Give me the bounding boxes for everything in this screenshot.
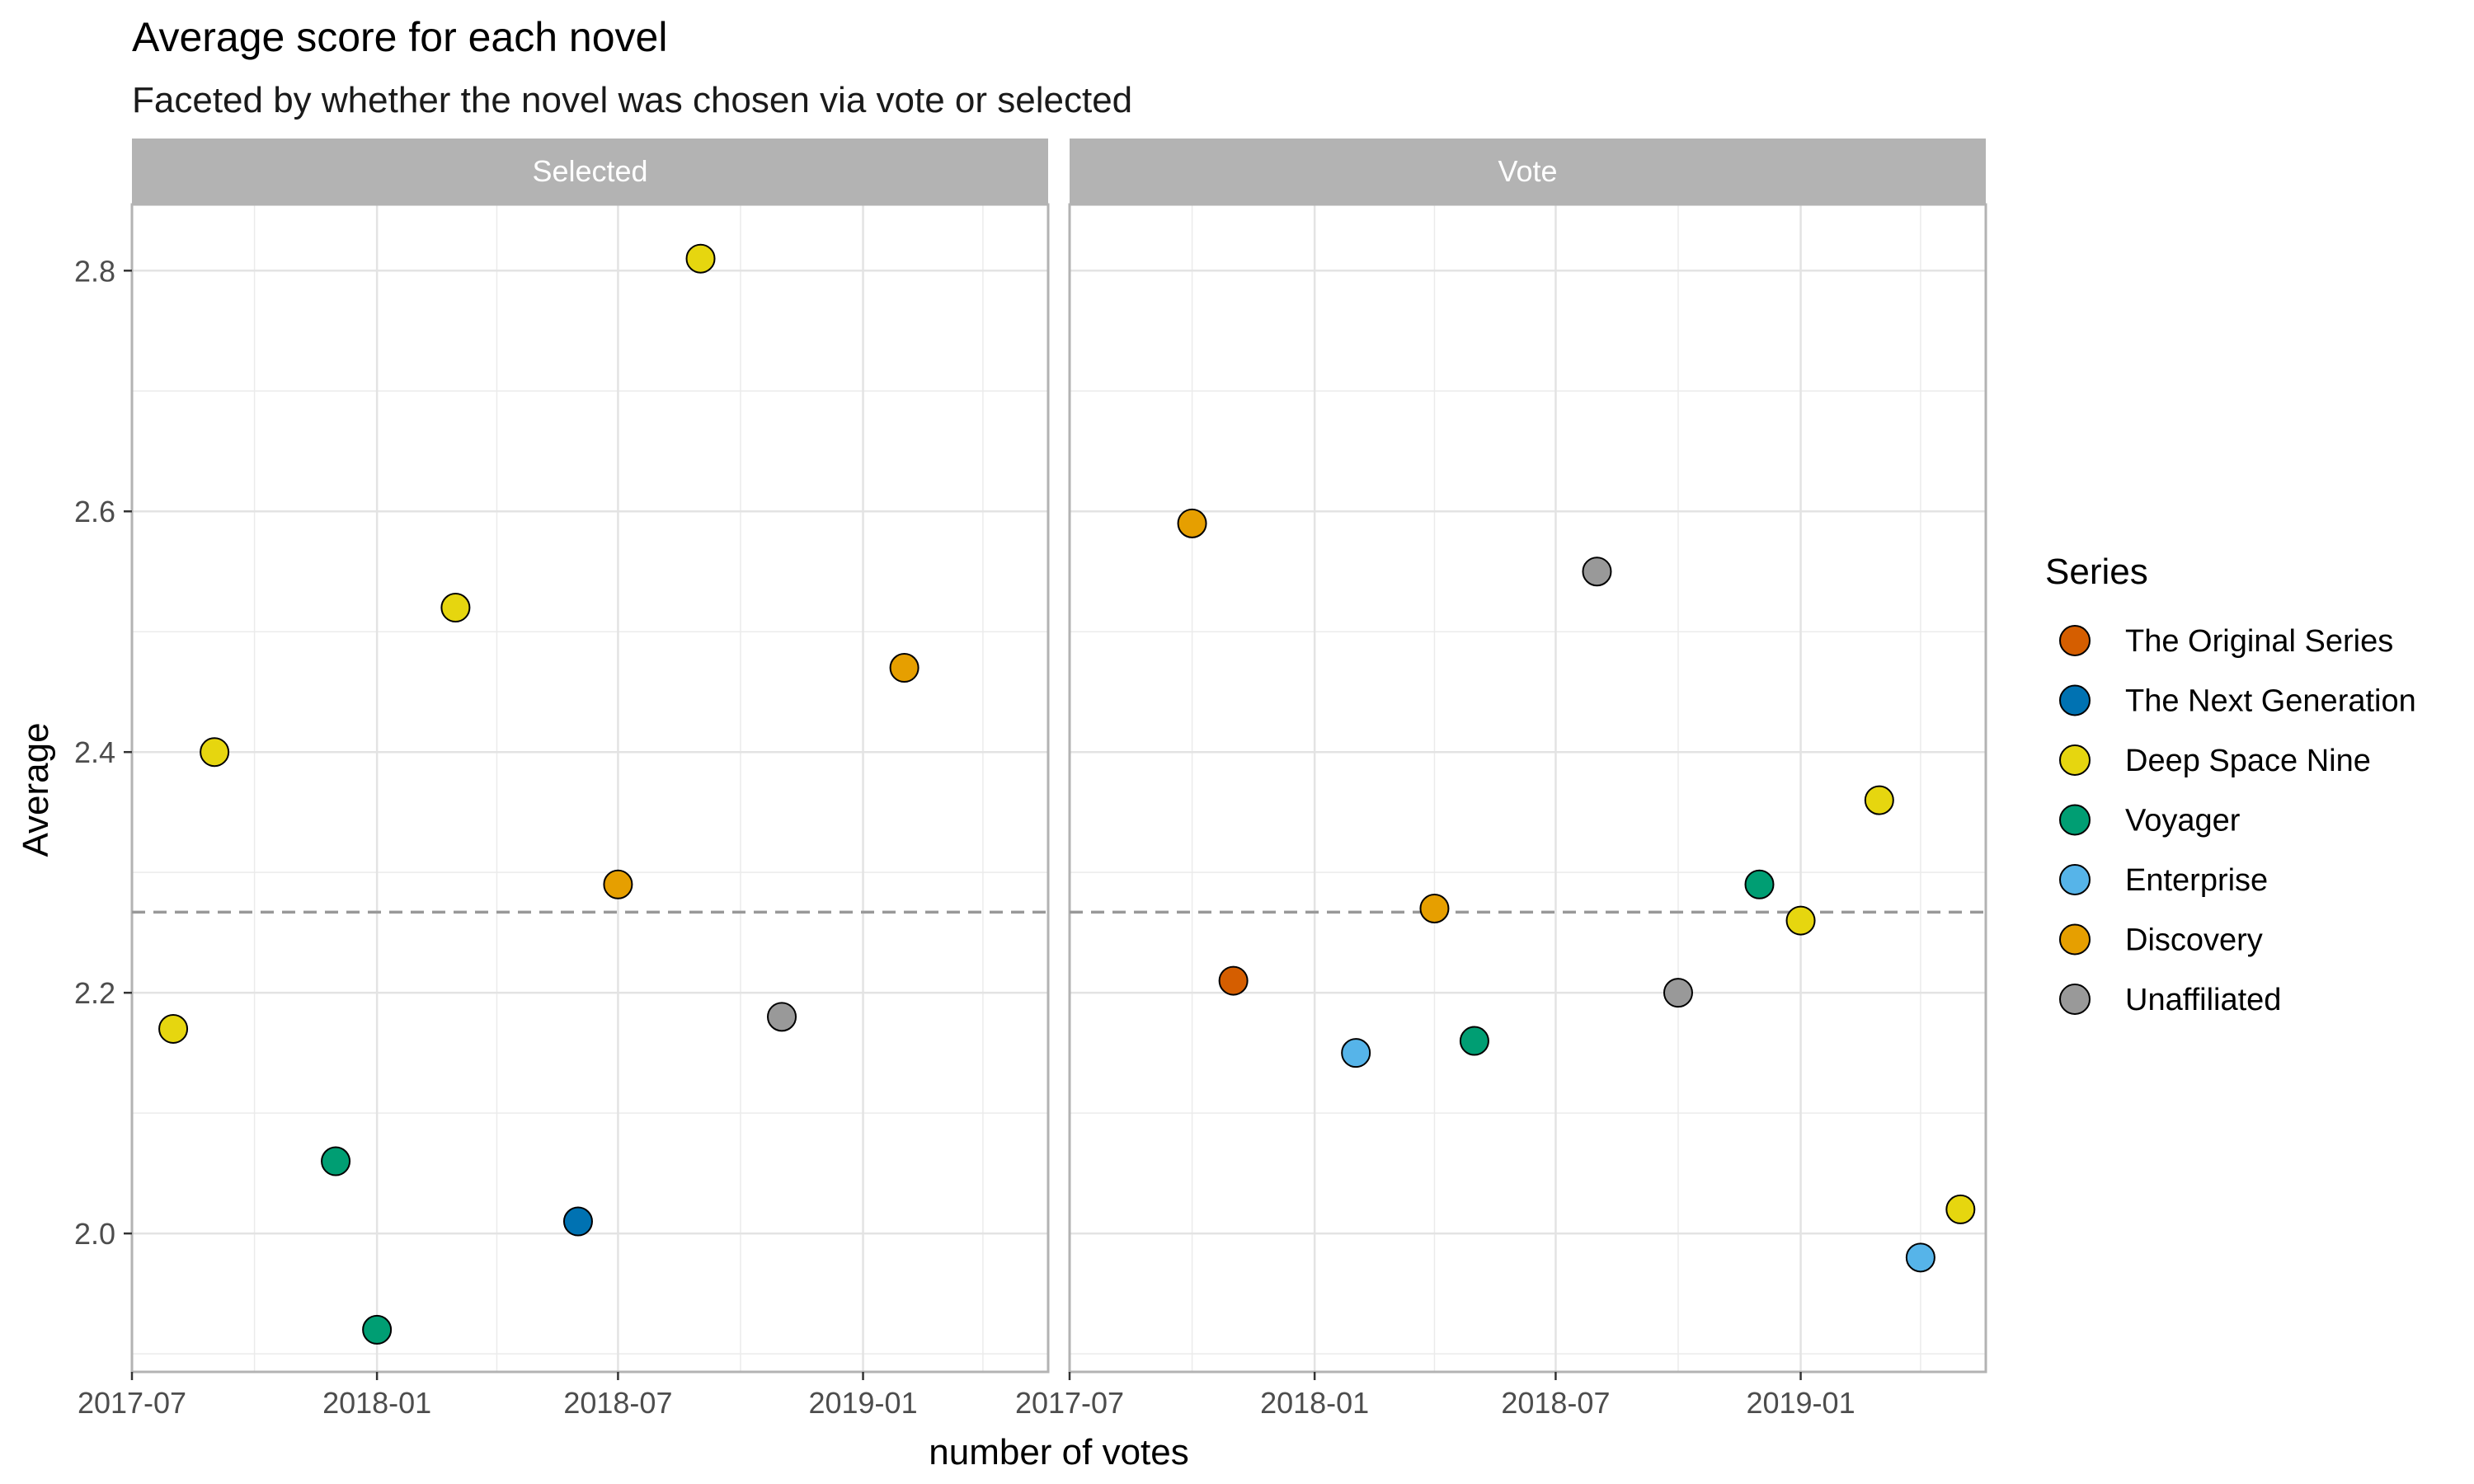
legend-key — [2059, 744, 2091, 776]
x-tick-label: 2018-01 — [1260, 1386, 1369, 1420]
data-point — [1663, 978, 1693, 1008]
x-tick-label: 2017-07 — [78, 1386, 186, 1420]
data-point — [889, 653, 920, 683]
x-tick-label: 2018-07 — [1501, 1386, 1610, 1420]
legend-label: Voyager — [2125, 804, 2241, 838]
legend-item: The Original Series — [2059, 624, 2393, 659]
data-point — [1864, 785, 1894, 815]
data-point — [1218, 965, 1249, 996]
legend-label: Deep Space Nine — [2125, 744, 2371, 778]
legend-item: Deep Space Nine — [2059, 744, 2371, 778]
data-point — [767, 1002, 797, 1032]
legend: Series The Original Series The Next Gener… — [2045, 552, 2416, 1017]
chart-subtitle: Faceted by whether the novel was chosen … — [132, 80, 1132, 120]
y-axis: 2.0 2.2 2.4 2.6 2.8 — [74, 254, 132, 1251]
y-tick-label: 2.4 — [74, 735, 115, 769]
data-point — [685, 243, 716, 274]
facet-panel-vote: Vote — [1068, 139, 1987, 1374]
x-axis-title: number of votes — [929, 1432, 1189, 1472]
legend-key — [2059, 804, 2091, 836]
x-tick-label: 2019-01 — [808, 1386, 917, 1420]
legend-key — [2059, 684, 2091, 716]
facet-strip-label: Selected — [532, 154, 647, 188]
legend-label: The Next Generation — [2125, 684, 2416, 719]
legend-key — [2059, 984, 2091, 1015]
data-point — [562, 1206, 593, 1237]
x-axis: 2017-07 2018-01 2018-07 2019-01 2017-07 2018-… — [78, 1372, 1856, 1420]
data-point — [200, 737, 230, 768]
data-point — [158, 1013, 189, 1044]
legend-items: The Original Series The Next Generation De… — [2059, 624, 2416, 1017]
panel-border — [1068, 203, 1987, 1374]
data-point — [440, 593, 471, 623]
data-point — [1582, 556, 1612, 587]
y-tick-label: 2.0 — [74, 1217, 115, 1251]
x-tick-label: 2019-01 — [1746, 1386, 1855, 1420]
y-tick-label: 2.6 — [74, 495, 115, 528]
x-tick-label: 2017-07 — [1015, 1386, 1124, 1420]
legend-item: Voyager — [2059, 804, 2241, 838]
data-point — [1177, 508, 1207, 538]
legend-key — [2059, 625, 2091, 656]
facet-strip-label: Vote — [1498, 154, 1557, 188]
data-point — [1341, 1038, 1371, 1068]
data-point — [1905, 1242, 1935, 1273]
data-point — [321, 1146, 351, 1176]
legend-item: Enterprise — [2059, 863, 2268, 898]
legend-key — [2059, 923, 2091, 956]
chart-title: Average score for each novel — [132, 14, 667, 60]
panel-border — [130, 203, 1050, 1374]
legend-item: The Next Generation — [2059, 684, 2416, 719]
legend-label: Enterprise — [2125, 863, 2268, 898]
legend-key — [2059, 864, 2091, 895]
legend-item: Discovery — [2059, 923, 2263, 958]
y-tick-label: 2.2 — [74, 976, 115, 1010]
legend-label: The Original Series — [2125, 624, 2393, 659]
data-point — [1459, 1026, 1489, 1056]
facet-strip — [132, 139, 1048, 204]
data-point — [362, 1314, 393, 1345]
x-tick-label: 2018-07 — [563, 1386, 672, 1420]
data-point — [1419, 893, 1450, 923]
data-point — [1945, 1194, 1976, 1224]
legend-title: Series — [2045, 552, 2148, 592]
y-axis-title: Average — [16, 722, 56, 857]
x-tick-label: 2018-01 — [322, 1386, 431, 1420]
y-tick-label: 2.8 — [74, 254, 115, 288]
facet-panel-selected: Selected — [130, 139, 1050, 1374]
data-point — [603, 869, 633, 899]
legend-label: Unaffiliated — [2125, 983, 2281, 1017]
facet-strip — [1070, 139, 1986, 204]
data-point — [1744, 869, 1775, 899]
panel-grid — [130, 204, 1048, 1372]
legend-label: Discovery — [2125, 923, 2263, 958]
legend-item: Unaffiliated — [2059, 983, 2281, 1017]
data-point — [1785, 905, 1816, 936]
facet-panels: Selected Vote — [130, 139, 1987, 1374]
